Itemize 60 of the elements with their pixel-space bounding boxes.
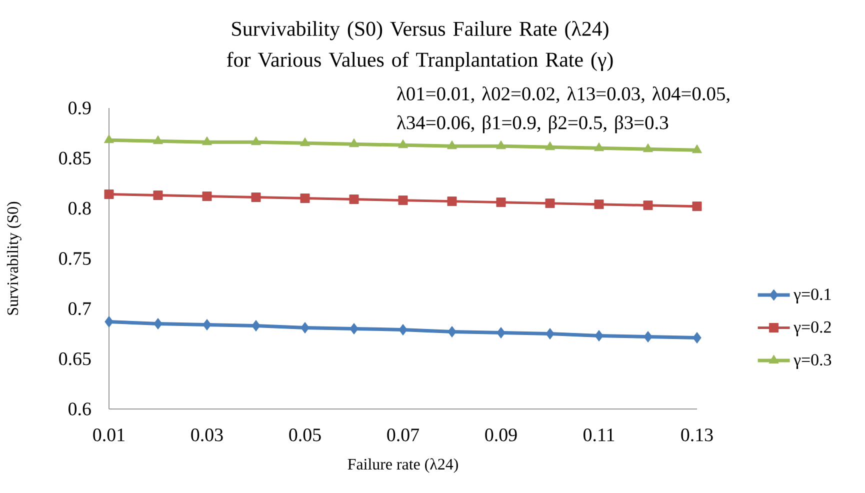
legend-label: γ=0.3 [794, 354, 832, 369]
point [544, 141, 556, 150]
point [300, 194, 310, 204]
point [398, 324, 408, 336]
point [398, 196, 408, 206]
point [251, 192, 261, 202]
y-tick-label: 0.75 [59, 252, 91, 265]
x-tick-label: 0.05 [289, 428, 321, 442]
point [448, 326, 456, 338]
annotation: λ01=0.01, λ02=0.02, λ13=0.03, λ04=0.05, λ34=0.06, β1=0.9, β2=0.5, β3=0.3 [397, 86, 730, 134]
point [152, 135, 164, 144]
point [496, 198, 506, 208]
y-tick-label: 0.85 [59, 152, 91, 165]
point [350, 322, 358, 334]
point [250, 136, 262, 146]
point [446, 140, 458, 150]
point [202, 192, 212, 202]
x-axis-title: Failure rate (λ24) [348, 458, 458, 473]
point [300, 322, 310, 334]
point [154, 318, 162, 330]
x-tick-label: 0.03 [191, 428, 223, 442]
point [349, 194, 359, 204]
point [447, 196, 457, 206]
point [496, 140, 506, 150]
point [692, 202, 702, 212]
point [104, 190, 114, 200]
y-tick-label: 0.6 [68, 402, 91, 416]
point [594, 200, 604, 210]
x-tick-label: 0.13 [681, 428, 713, 442]
y-tick-label: 0.65 [59, 352, 91, 366]
point [692, 144, 702, 154]
point [348, 138, 360, 148]
x-tick-label: 0.01 [93, 428, 124, 442]
point [252, 320, 260, 332]
legend-label: γ=0.2 [794, 321, 831, 336]
point [153, 190, 163, 200]
point [546, 328, 554, 340]
point [545, 198, 555, 208]
point [202, 136, 212, 146]
point [496, 326, 506, 338]
point [202, 318, 212, 330]
point [594, 142, 604, 152]
point [104, 316, 114, 328]
point [104, 134, 114, 144]
point [300, 137, 310, 146]
x-tick-label: 0.11 [584, 428, 614, 442]
chart-title: Survivability (S0) Versus Failure Rate (λ24) for Various Values of Tranplantation Rate (γ) [226, 20, 613, 72]
point [642, 143, 654, 152]
point [594, 330, 604, 342]
x-tick-label: 0.09 [485, 428, 517, 442]
y-tick-label: 0.9 [68, 102, 91, 114]
point [398, 139, 408, 148]
point [692, 332, 702, 344]
x-tick-label: 0.07 [387, 428, 420, 442]
legend-label: γ=0.1 [794, 288, 831, 304]
point [643, 200, 653, 210]
y-axis-title: Survivability (S0) [6, 202, 22, 315]
y-tick-label: 0.8 [68, 202, 91, 215]
y-tick-label: 0.7 [68, 302, 91, 316]
point [644, 331, 652, 343]
